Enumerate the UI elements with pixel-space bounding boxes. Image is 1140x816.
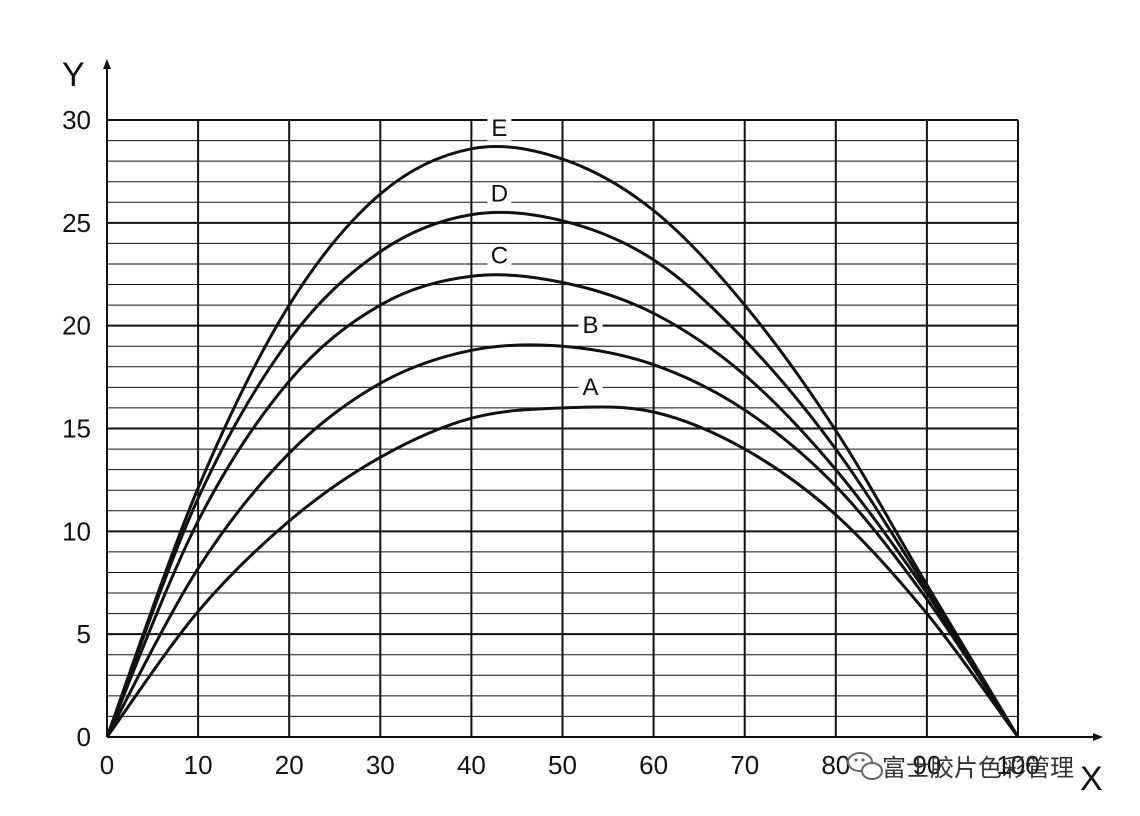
series-label-bg xyxy=(487,116,512,141)
series-labels: A B C D E xyxy=(487,115,603,401)
grid xyxy=(106,119,1019,738)
x-tick-label: 90 xyxy=(912,750,941,780)
x-tick-label: 100 xyxy=(996,750,1039,780)
series-label-b: B xyxy=(582,312,598,339)
x-tick-label: 70 xyxy=(730,750,759,780)
x-tick-label: 60 xyxy=(639,750,668,780)
y-tick-label: 5 xyxy=(77,619,91,649)
x-tick-label: 0 xyxy=(100,750,114,780)
watermark-text: 富士胶片色彩管理 xyxy=(882,754,1074,782)
y-tick-label: 30 xyxy=(62,105,91,135)
tick-labels: 0 10 20 30 40 50 60 70 80 90 100 0 5 10 15 20 25 30 xyxy=(62,105,1040,780)
y-tick-label: 15 xyxy=(62,414,91,444)
series-line-e xyxy=(105,145,1020,738)
y-tick-label: 10 xyxy=(62,516,91,546)
watermark: 富士胶片色彩管理 xyxy=(847,752,1074,782)
y-axis-title: Y xyxy=(62,56,85,94)
y-tick-label: 20 xyxy=(62,311,91,341)
series-lines xyxy=(105,145,1020,738)
series-label-bg xyxy=(487,182,512,207)
series-label-c: C xyxy=(491,242,508,269)
x-tick-label: 50 xyxy=(548,750,577,780)
x-tick-label: 80 xyxy=(821,750,850,780)
series-line-c xyxy=(105,273,1020,738)
series-line-d xyxy=(105,210,1020,738)
series-line-b xyxy=(105,343,1020,738)
series-label-bg xyxy=(578,375,603,400)
series-line-a xyxy=(105,405,1020,738)
y-tick-label: 25 xyxy=(62,208,91,238)
x-tick-label: 20 xyxy=(275,750,304,780)
x-tick-label: 10 xyxy=(184,750,213,780)
series-label-e: E xyxy=(491,115,507,142)
series-label-bg xyxy=(578,314,603,339)
x-tick-label: 40 xyxy=(457,750,486,780)
axes: X Y xyxy=(62,56,1103,798)
series-label-bg xyxy=(487,244,512,269)
x-tick-label: 30 xyxy=(366,750,395,780)
y-tick-label: 0 xyxy=(77,722,91,752)
wechat-icon xyxy=(847,752,883,780)
series-label-d: D xyxy=(491,181,508,208)
series-label-a: A xyxy=(582,374,598,401)
x-axis-title: X xyxy=(1080,760,1103,798)
